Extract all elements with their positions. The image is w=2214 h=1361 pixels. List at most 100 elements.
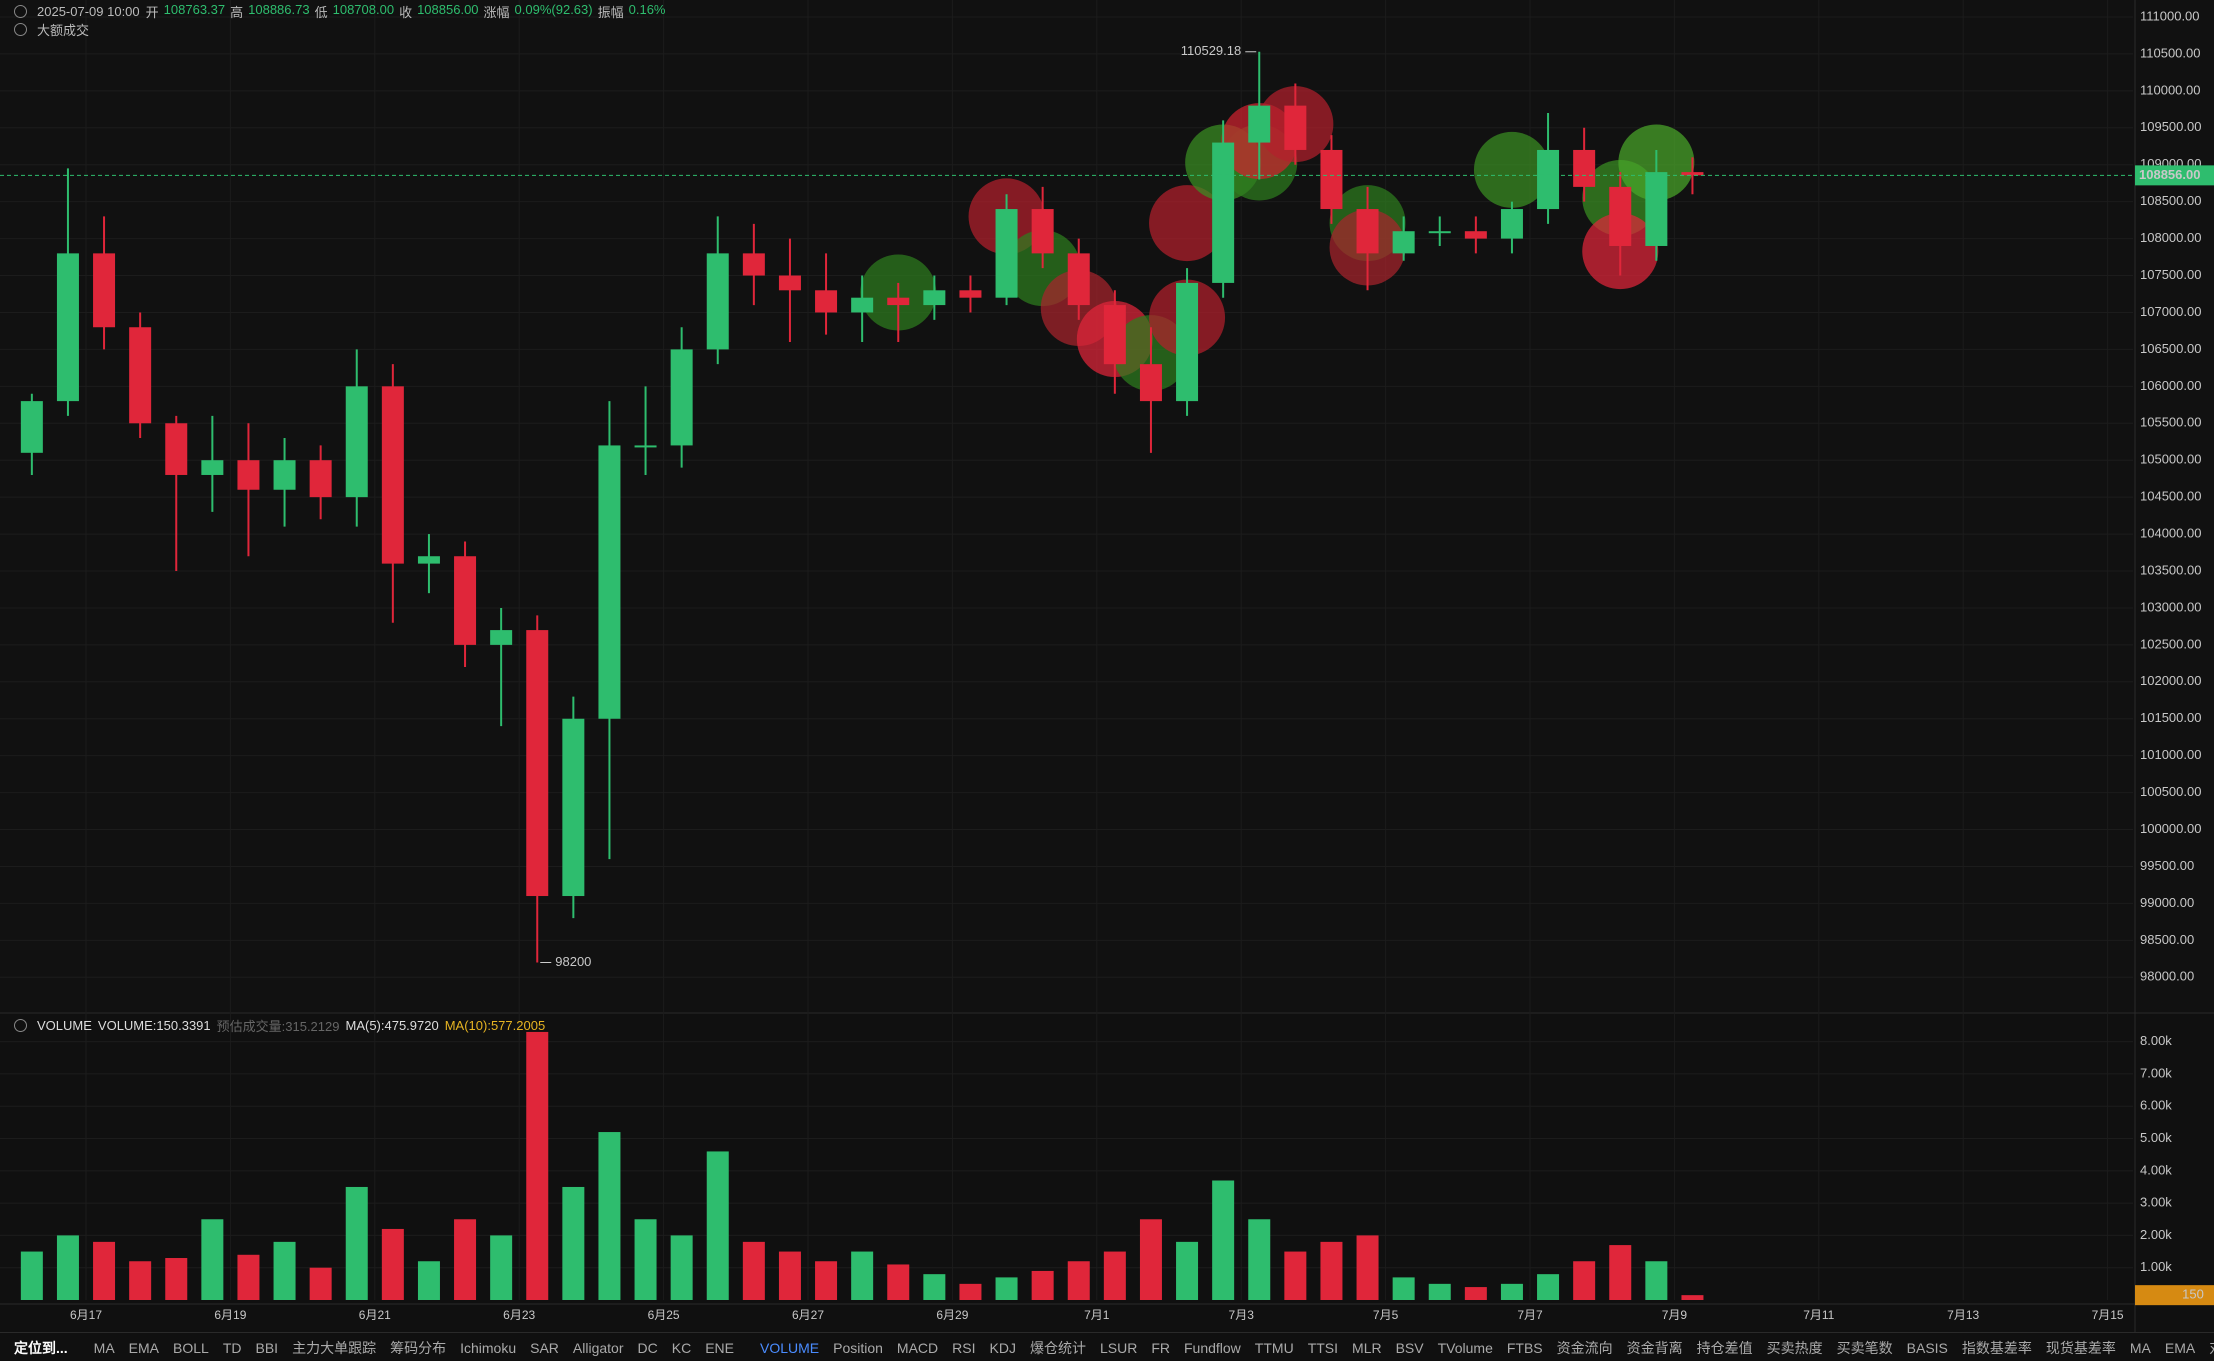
indicator[interactable]: BASIS (1906, 1339, 1948, 1356)
x-tick-label: 6月19 (214, 1308, 246, 1322)
volume-bar (526, 1031, 549, 1300)
last-price-tag (2135, 165, 2214, 186)
indicator[interactable]: TVolume (1437, 1339, 1493, 1356)
y-tick-label: 110500.00 (2140, 45, 2201, 60)
y-tick-label: 98500.00 (2140, 932, 2194, 947)
candle-body (778, 275, 801, 291)
volume-bar (670, 1235, 693, 1300)
indicator[interactable]: KC (671, 1339, 692, 1356)
indicator[interactable]: KDJ (989, 1339, 1016, 1356)
indicator[interactable]: FTBS (1506, 1339, 1543, 1356)
volume-tag (2135, 1285, 2214, 1306)
ohlc-label: 收 (399, 5, 413, 20)
indicator[interactable]: 持仓差值 (1696, 1339, 1753, 1356)
indicator[interactable]: RSI (952, 1339, 976, 1356)
y-tick-label: 105500.00 (2140, 415, 2201, 430)
x-tick-label: 7月3 (1229, 1308, 1255, 1322)
indicator[interactable]: SAR (530, 1339, 559, 1356)
y-tick-label: 100500.00 (2140, 784, 2201, 799)
ohlc-value: 108708.00 (332, 2, 395, 17)
indicator[interactable]: EMA (2164, 1339, 2196, 1356)
indicator[interactable]: LSUR (1099, 1339, 1138, 1356)
volume-bar (1284, 1251, 1307, 1300)
ohlc-value: 0.09%(92.63) (514, 2, 593, 17)
volume-bar (165, 1258, 188, 1300)
indicator[interactable]: TTMU (1254, 1339, 1294, 1356)
indicator[interactable]: BBI (255, 1339, 279, 1356)
candle-body (56, 253, 79, 402)
candle-body (706, 253, 729, 350)
y-tick-label: 6.00k (2140, 1098, 2172, 1113)
y-tick-label: 4.00k (2140, 1162, 2172, 1177)
collapse-icon[interactable] (14, 1019, 27, 1032)
low-label: 98200 (555, 954, 591, 969)
candle-body (995, 209, 1018, 298)
y-tick-label: 5.00k (2140, 1130, 2172, 1145)
candle-body (1609, 186, 1632, 246)
ohlc-label: 高 (230, 5, 244, 20)
locate-button[interactable]: 定位到... (14, 1339, 68, 1356)
volume-bar (742, 1241, 765, 1300)
y-tick-label: 106500.00 (2140, 341, 2201, 356)
indicator[interactable]: 资金背离 (1626, 1339, 1683, 1356)
indicator[interactable]: 买卖热度 (1766, 1339, 1823, 1356)
collapse-icon[interactable] (14, 5, 27, 18)
indicator[interactable]: TTSI (1307, 1339, 1339, 1356)
indicator[interactable]: 爆仓统计 (1029, 1339, 1086, 1356)
candle-body (345, 386, 368, 498)
volume-bar (1645, 1261, 1668, 1300)
x-tick-label: 7月1 (1084, 1308, 1110, 1322)
indicator[interactable]: 指数基差率 (1961, 1339, 2032, 1356)
candle-body (1573, 149, 1596, 187)
indicator[interactable]: BOLL (173, 1339, 209, 1356)
indicator[interactable]: MLR (1352, 1339, 1382, 1356)
y-tick-label: 104000.00 (2140, 526, 2201, 541)
overlay-name: 大额成交 (37, 23, 90, 38)
high-label: 110529.18 (1181, 43, 1242, 58)
candle-body (1681, 172, 1704, 176)
candle-body (1645, 172, 1668, 246)
candle-body (201, 460, 224, 475)
candle-body (1139, 364, 1162, 402)
ohlc-value: 108763.37 (163, 2, 226, 17)
indicator[interactable]: 买卖笔数 (1836, 1339, 1893, 1356)
indicator[interactable]: 主力大单跟踪 (292, 1339, 377, 1356)
candle-body (1537, 149, 1560, 210)
indicator[interactable]: Position (833, 1339, 883, 1356)
indicator[interactable]: TD (222, 1339, 242, 1356)
indicator[interactable]: MA (93, 1339, 115, 1356)
indicator[interactable]: EMA (128, 1339, 160, 1356)
x-tick-label: 7月11 (1803, 1308, 1834, 1322)
y-tick-label: 99000.00 (2140, 895, 2194, 910)
indicator[interactable]: Fundflow (1183, 1339, 1241, 1356)
vol-name: VOLUME (37, 1018, 92, 1033)
y-tick-label: 108500.00 (2140, 193, 2201, 208)
volume-bar (273, 1241, 296, 1300)
indicator[interactable]: 现货基差率 (2045, 1339, 2116, 1356)
x-tick-label: 6月27 (792, 1308, 824, 1322)
indicator[interactable]: Ichimoku (460, 1339, 517, 1356)
indicator[interactable]: VOLUME (759, 1339, 820, 1356)
indicator[interactable]: DC (637, 1339, 658, 1356)
large-trade-bubble (1149, 185, 1226, 262)
indicator[interactable]: ENE (705, 1339, 734, 1356)
y-tick-label: 108000.00 (2140, 230, 2201, 245)
indicator[interactable]: Alligator (572, 1339, 624, 1356)
indicator[interactable]: FR (1151, 1339, 1170, 1356)
indicator[interactable]: MACD (896, 1339, 939, 1356)
volume-bar (1356, 1235, 1379, 1300)
collapse-icon[interactable] (14, 23, 27, 36)
candle-body (129, 327, 152, 424)
y-tick-label: 102000.00 (2140, 673, 2201, 688)
candle-body (1103, 305, 1126, 365)
indicator[interactable]: MA (2129, 1339, 2151, 1356)
indicator[interactable]: 筹码分布 (390, 1339, 447, 1356)
volume-bar (345, 1186, 368, 1300)
volume-tag-label: 150 (2182, 1287, 2204, 1302)
indicator[interactable]: BSV (1395, 1339, 1424, 1356)
volume-bar (1248, 1219, 1271, 1300)
ohlc-header: 2025-07-09 10:00 开 108763.37 高 108886.73 低 10… (14, 2, 666, 21)
y-tick-label: 105000.00 (2140, 452, 2201, 467)
option[interactable]: 对数 (2209, 1338, 2214, 1358)
indicator[interactable]: 资金流向 (1556, 1339, 1613, 1356)
